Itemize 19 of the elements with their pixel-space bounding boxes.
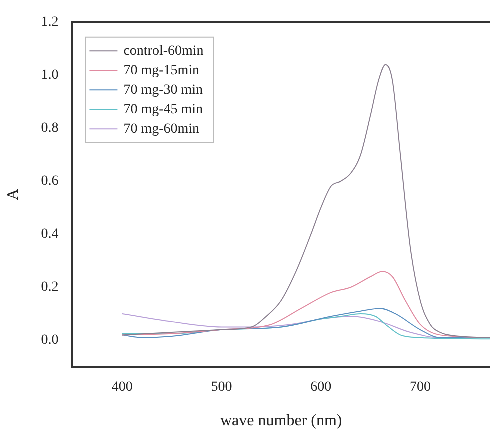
legend-label: 70 mg-45 min xyxy=(124,102,204,118)
x-tick-label: 400 xyxy=(112,380,133,396)
y-tick-label: 0.0 xyxy=(41,333,59,348)
legend-label: 70 mg-60min xyxy=(124,122,200,137)
legend-label: control-60min xyxy=(124,44,204,59)
y-tick-label: 1.0 xyxy=(41,68,59,84)
y-tick-label: 0.2 xyxy=(41,280,59,296)
y-tick-label: 1.2 xyxy=(41,15,59,30)
x-tick-label: 600 xyxy=(310,380,332,396)
x-tick-label: 700 xyxy=(410,380,431,396)
line-series xyxy=(122,64,490,338)
y-tick-label: 0.4 xyxy=(41,227,59,242)
y-axis-title: A xyxy=(4,188,22,200)
x-tick-label: 500 xyxy=(211,380,232,396)
legend-label: 70 mg-30 min xyxy=(124,82,204,98)
y-tick-label: 0.8 xyxy=(41,121,59,136)
y-tick-label: 0.6 xyxy=(41,174,59,190)
legend-label: 70 mg-15min xyxy=(124,63,200,78)
x-axis-title: wave number (nm) xyxy=(220,412,342,430)
